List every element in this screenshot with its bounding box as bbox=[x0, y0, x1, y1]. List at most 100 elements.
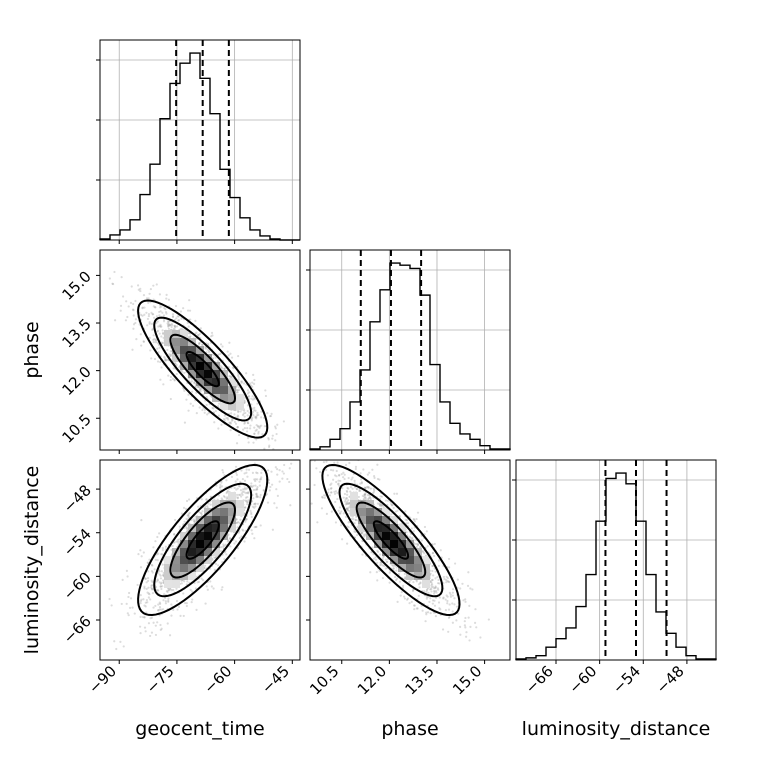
scatter-point bbox=[162, 331, 165, 335]
scatter-point bbox=[214, 562, 218, 566]
scatter-point bbox=[243, 426, 247, 430]
scatter-point bbox=[464, 600, 467, 603]
scatter-point bbox=[185, 499, 189, 503]
pair-panel-geocent_time-luminosity_distance bbox=[96, 438, 301, 664]
scatter-point bbox=[448, 566, 451, 569]
scatter-point bbox=[213, 556, 216, 559]
scatter-point bbox=[111, 282, 114, 285]
scatter-point bbox=[411, 536, 414, 539]
density-cell bbox=[204, 556, 212, 564]
scatter-point bbox=[210, 395, 213, 398]
scatter-point bbox=[256, 495, 259, 499]
scatter-point bbox=[156, 559, 159, 562]
scatter-point bbox=[443, 577, 446, 581]
scatter-point bbox=[237, 410, 240, 414]
scatter-point bbox=[247, 441, 250, 444]
scatter-point bbox=[152, 284, 155, 287]
scatter-point bbox=[150, 563, 154, 566]
scatter-point bbox=[360, 482, 363, 485]
scatter-point bbox=[467, 571, 470, 574]
scatter-point bbox=[208, 349, 211, 353]
scatter-point bbox=[246, 392, 250, 395]
scatter-point bbox=[246, 427, 249, 430]
scatter-point bbox=[244, 499, 247, 502]
scatter-point bbox=[120, 276, 123, 279]
x-tick-label-geocent_time: −75 bbox=[143, 662, 178, 697]
scatter-point bbox=[209, 580, 212, 583]
scatter-point bbox=[253, 398, 256, 401]
scatter-point bbox=[126, 612, 129, 615]
scatter-point bbox=[157, 609, 160, 612]
scatter-point bbox=[155, 338, 158, 341]
scatter-point bbox=[353, 530, 356, 533]
scatter-point bbox=[178, 319, 181, 322]
scatter-point bbox=[255, 492, 258, 496]
scatter-point bbox=[251, 471, 255, 474]
scatter-point bbox=[267, 453, 269, 455]
scatter-point bbox=[363, 535, 366, 538]
density-cell bbox=[196, 540, 204, 548]
scatter-point bbox=[433, 554, 436, 558]
scatter-point bbox=[249, 427, 252, 430]
scatter-point bbox=[412, 518, 415, 521]
scatter-point bbox=[442, 597, 445, 600]
scatter-point bbox=[446, 579, 449, 583]
scatter-point bbox=[336, 497, 339, 501]
scatter-point bbox=[416, 511, 420, 514]
scatter-point bbox=[349, 443, 351, 445]
scatter-point bbox=[385, 560, 388, 564]
scatter-point bbox=[228, 537, 232, 540]
scatter-point bbox=[158, 324, 161, 328]
scatter-point bbox=[442, 575, 445, 579]
scatter-point bbox=[255, 495, 258, 499]
scatter-point bbox=[220, 497, 223, 500]
scatter-point bbox=[235, 493, 239, 496]
scatter-point bbox=[239, 518, 242, 521]
scatter-point bbox=[230, 475, 234, 479]
scatter-point bbox=[379, 561, 382, 564]
scatter-point bbox=[250, 513, 253, 516]
scatter-point bbox=[235, 471, 238, 474]
hist-panel-phase bbox=[306, 249, 511, 454]
contour-line bbox=[185, 520, 220, 560]
scatter-point bbox=[183, 371, 186, 375]
scatter-point bbox=[213, 568, 216, 572]
scatter-point bbox=[367, 485, 370, 489]
scatter-point bbox=[212, 357, 215, 360]
scatter-point bbox=[342, 476, 345, 479]
scatter-point bbox=[154, 585, 158, 589]
scatter-point bbox=[251, 532, 254, 535]
scatter-point bbox=[237, 410, 240, 413]
scatter-point bbox=[170, 325, 173, 329]
scatter-point bbox=[430, 579, 434, 582]
scatter-point bbox=[264, 438, 266, 440]
scatter-point bbox=[226, 496, 229, 499]
scatter-point bbox=[206, 348, 209, 351]
scatter-point bbox=[243, 506, 247, 509]
scatter-point bbox=[459, 587, 462, 590]
scatter-point bbox=[148, 292, 151, 295]
scatter-point bbox=[198, 341, 201, 345]
scatter-point bbox=[221, 367, 224, 370]
scatter-point bbox=[139, 287, 142, 290]
scatter-point bbox=[243, 491, 246, 494]
scatter-point bbox=[150, 311, 153, 314]
scatter-point bbox=[161, 553, 164, 556]
scatter-point bbox=[205, 498, 208, 501]
scatter-point bbox=[226, 418, 230, 421]
scatter-point bbox=[241, 528, 244, 531]
scatter-point bbox=[166, 622, 169, 625]
scatter-point bbox=[119, 304, 123, 307]
scatter-point bbox=[171, 315, 175, 318]
scatter-point bbox=[392, 567, 395, 570]
scatter-point bbox=[132, 302, 135, 306]
density-cell bbox=[390, 524, 398, 532]
scatter-point bbox=[134, 321, 137, 325]
density-cell bbox=[204, 370, 212, 378]
scatter-point bbox=[239, 480, 242, 484]
scatter-point bbox=[186, 309, 190, 312]
scatter-point bbox=[376, 502, 379, 505]
scatter-point bbox=[158, 608, 162, 611]
scatter-point bbox=[401, 584, 405, 587]
scatter-point bbox=[341, 538, 344, 541]
